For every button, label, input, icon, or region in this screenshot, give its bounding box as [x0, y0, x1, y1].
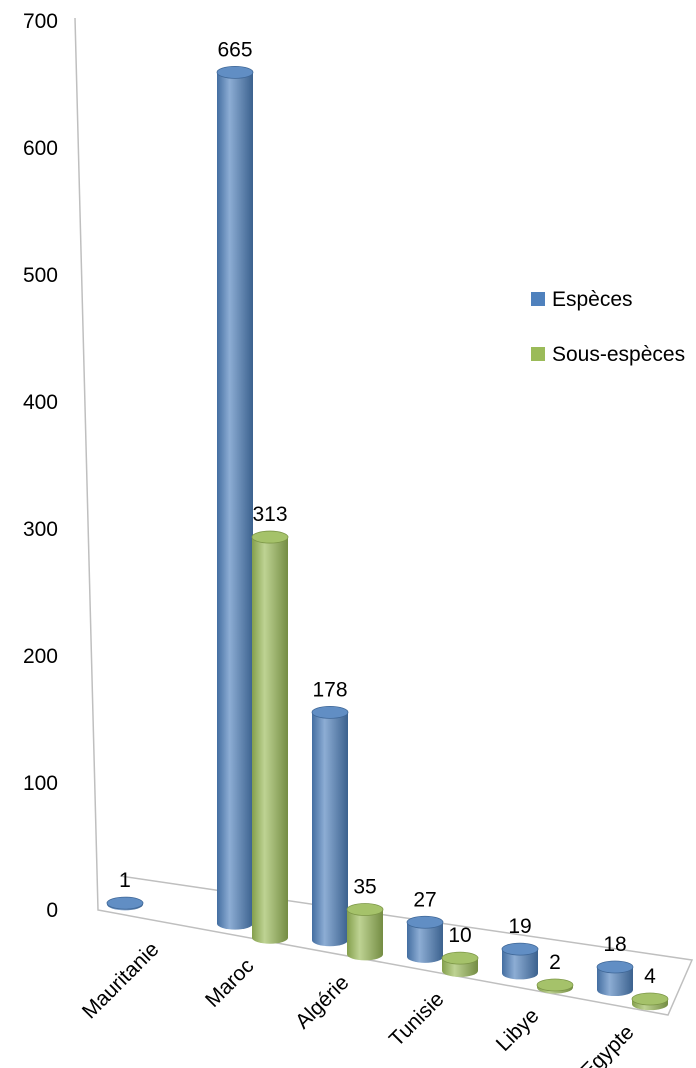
y-tick-label: 600 [23, 137, 58, 160]
y-axis-ticks: 0 100 200 300 400 500 600 700 [23, 10, 58, 922]
bar-especes-0 [106, 896, 144, 911]
bar-sous-especes-3 [441, 951, 479, 977]
legend-label: Espèces [552, 288, 633, 311]
y-tick-label: 200 [23, 645, 58, 668]
data-label: 10 [448, 924, 471, 947]
y-tick-label: 300 [23, 518, 58, 541]
data-label: 665 [217, 38, 252, 61]
legend-label: Sous-espèces [552, 343, 685, 366]
data-label: 27 [413, 888, 436, 911]
bar-sous-especes-4 [536, 978, 574, 994]
x-category-label: Egypte [576, 1021, 639, 1068]
bar-sous-especes-1 [251, 530, 289, 944]
x-category-label: Maroc [201, 954, 259, 1012]
bar-especes-1 [216, 66, 254, 930]
y-tick-label: 500 [23, 264, 58, 287]
x-category-label: Mauritanie [78, 938, 164, 1024]
data-label: 1 [119, 869, 131, 892]
data-label: 2 [549, 951, 561, 974]
bar-sous-especes-5 [631, 992, 669, 1011]
data-label: 178 [312, 678, 347, 701]
x-category-label: Algérie [291, 971, 353, 1033]
data-labels: 1 665 313 178 35 27 10 19 2 18 4 [119, 38, 656, 988]
bar-especes-4 [501, 942, 539, 980]
x-category-label: Tunisie [385, 988, 449, 1052]
legend-swatch [531, 292, 545, 306]
data-label: 4 [644, 965, 656, 988]
bar-sous-especes-2 [346, 903, 384, 961]
y-tick-label: 100 [23, 772, 58, 795]
chart-bars [106, 66, 669, 1011]
legend: Espèces Sous-espèces [531, 288, 685, 366]
y-tick-label: 0 [46, 899, 58, 922]
legend-swatch [531, 347, 545, 361]
data-label: 35 [353, 876, 376, 899]
data-label: 313 [252, 503, 287, 526]
x-category-label: Libye [492, 1004, 544, 1056]
y-tick-label: 700 [23, 10, 58, 33]
data-label: 18 [603, 933, 626, 956]
bar-especes-5 [596, 960, 634, 997]
y-tick-label: 400 [23, 391, 58, 414]
bar-especes-3 [406, 915, 444, 963]
bar-especes-2 [311, 705, 349, 947]
chart-axes [74, 17, 694, 1016]
axis-frame [74, 17, 694, 1016]
data-label: 19 [508, 915, 531, 938]
